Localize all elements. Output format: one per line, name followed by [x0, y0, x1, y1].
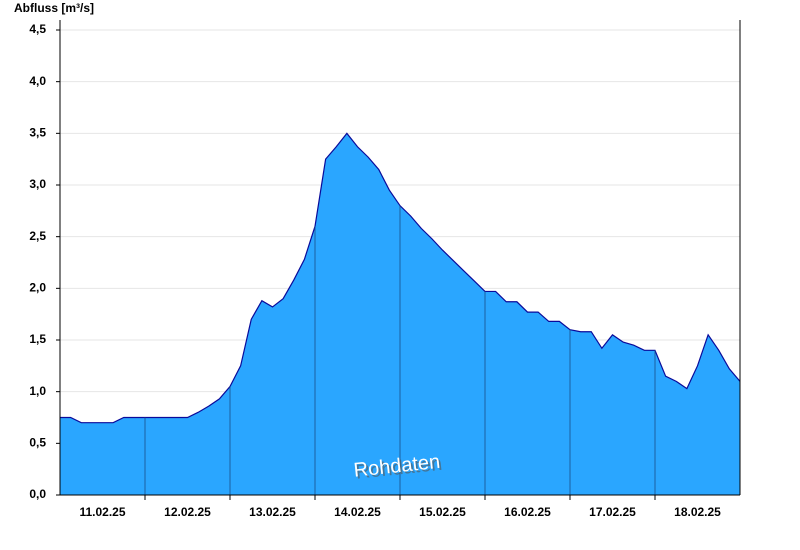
y-tick-label: 0,5	[29, 436, 46, 450]
x-tick-label: 13.02.25	[249, 505, 296, 519]
x-tick-label: 12.02.25	[164, 505, 211, 519]
y-tick-label: 2,5	[29, 229, 46, 243]
y-tick-label: 3,0	[29, 177, 46, 191]
y-axis-label: Abfluss [m³/s]	[14, 1, 94, 15]
y-tick-label: 4,5	[29, 22, 46, 36]
x-tick-label: 16.02.25	[504, 505, 551, 519]
y-tick-label: 0,0	[29, 487, 46, 501]
y-tick-label: 4,0	[29, 74, 46, 88]
x-tick-label: 15.02.25	[419, 505, 466, 519]
x-tick-label: 11.02.25	[79, 505, 125, 519]
x-tick-label: 14.02.25	[334, 505, 381, 519]
y-tick-label: 2,0	[29, 281, 46, 295]
x-tick-label: 18.02.25	[674, 505, 721, 519]
y-tick-label: 1,0	[29, 384, 46, 398]
x-tick-label: 17.02.25	[589, 505, 636, 519]
y-tick-label: 1,5	[29, 332, 46, 346]
y-tick-label: 3,5	[29, 126, 46, 140]
